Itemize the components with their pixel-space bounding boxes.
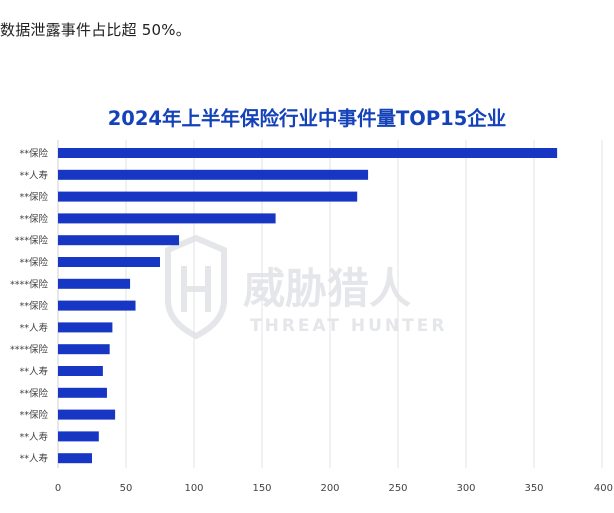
bar [58,213,276,224]
category-label: ***保险 [15,235,49,247]
bar [58,235,180,246]
category-label: **保险 [19,387,48,399]
category-label: ****保险 [10,278,49,290]
bar [58,322,113,333]
bar [58,453,92,464]
shield-logo-icon [165,234,227,340]
bar [58,300,136,311]
x-tick-label: 400 [594,483,613,494]
intro-text: 数据泄露事件占比超 50%。 [0,21,191,39]
watermark-cn-text: 威胁猎人 [243,264,411,313]
category-label: **人寿 [19,431,48,443]
category-label: **保险 [19,148,48,160]
x-tick-label: 350 [524,483,543,494]
bars [58,148,558,464]
x-axis-labels: 0 50 100 150 200 250 300 350 400 [55,483,613,494]
category-label: **保险 [19,191,48,203]
category-label: **人寿 [19,453,48,465]
x-tick-label: 50 [120,483,133,494]
category-label: **人寿 [19,366,48,378]
x-tick-label: 300 [456,483,475,494]
bar [58,148,558,158]
bar [58,257,160,267]
x-tick-label: 250 [388,483,407,494]
bar [58,366,103,376]
bar [58,431,99,442]
category-label: **人寿 [19,322,48,334]
gridlines [57,140,603,468]
bar [58,409,116,420]
watermark: 威胁猎人 THREAT HUNTER [165,234,447,340]
bar [58,169,369,180]
chart-title: 2024年上半年保险行业中事件量TOP15企业 [107,107,507,130]
bar [58,278,131,289]
category-label: **保险 [19,409,48,421]
bar [58,387,107,398]
category-label: **保险 [19,213,48,225]
category-label: ****保险 [10,344,49,356]
x-tick-label: 100 [184,483,203,494]
bar [58,191,358,202]
category-label: **保险 [19,257,48,269]
x-tick-label: 0 [55,483,61,494]
watermark-en-text: THREAT HUNTER [250,316,447,336]
bar [58,344,110,355]
y-axis-labels: **保险 **人寿 **保险 **保险 ***保险 **保险 ****保险 **保险 **人寿 *… [10,148,49,465]
category-label: **人寿 [19,169,48,181]
x-tick-label: 200 [320,483,339,494]
x-tick-label: 150 [252,483,271,494]
category-label: **保险 [19,300,48,312]
